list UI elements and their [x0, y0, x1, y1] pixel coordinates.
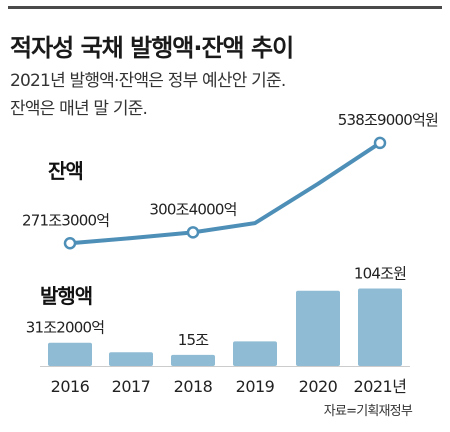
line-point-5 — [373, 136, 387, 150]
bar-series-label: 발행액 — [40, 284, 92, 308]
line-series-label: 잔액 — [48, 159, 83, 183]
line-data-label-5: 538조9000억원 — [338, 111, 438, 129]
source-note: 자료=기획재정부 — [324, 404, 413, 419]
bar-data-label-2: 15조 — [178, 331, 209, 349]
bar-5 — [358, 288, 402, 366]
line-point-2 — [186, 226, 200, 239]
line-point-0 — [63, 237, 77, 250]
subtitle-line-1: 2021년 발행액·잔액은 정부 예산안 기준. — [10, 71, 286, 91]
bar-4 — [296, 290, 340, 366]
line-data-label-0: 271조3000억 — [22, 211, 109, 229]
x-tick-label-2: 2018 — [174, 377, 213, 396]
bar-2 — [171, 354, 215, 366]
x-tick-label-3: 2019 — [236, 377, 275, 396]
x-tick-label-0: 2016 — [51, 377, 90, 396]
bar-3 — [233, 341, 277, 366]
bar-data-label-5: 104조원 — [354, 264, 406, 282]
chart-title: 적자성 국채 발행액·잔액 추이 — [10, 34, 294, 62]
line-data-label-2: 300조4000억 — [149, 200, 236, 218]
title-rule — [8, 6, 442, 9]
subtitle-line-2: 잔액은 매년 말 기준. — [10, 99, 148, 119]
x-tick-label-5: 2021년 — [354, 377, 407, 396]
x-tick-label-1: 2017 — [112, 377, 151, 396]
bar-1 — [109, 352, 153, 366]
x-tick-label-4: 2020 — [299, 377, 338, 396]
line-series-path — [68, 140, 382, 246]
bar-0 — [48, 342, 92, 366]
bar-data-label-0: 31조2000억 — [26, 319, 104, 337]
